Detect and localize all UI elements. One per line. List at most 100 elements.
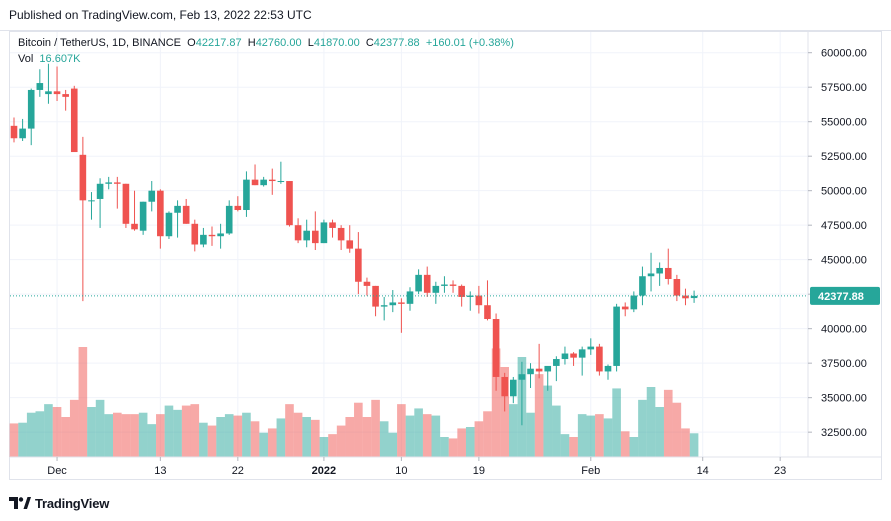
close-value: 42377.88: [373, 37, 420, 49]
volume-bars: [9, 347, 699, 457]
volume-bar: [328, 434, 337, 457]
candle-body: [372, 285, 379, 307]
candle-body: [656, 267, 663, 274]
volume-bar: [612, 388, 621, 457]
volume-bar: [130, 414, 139, 457]
candle-body: [312, 230, 319, 244]
y-tick-label: 37500.00: [821, 358, 867, 370]
volume-bar: [681, 428, 690, 457]
volume-bar: [87, 407, 96, 457]
volume-bar: [414, 408, 423, 457]
volume-bar: [207, 425, 217, 457]
candle-body: [217, 233, 224, 237]
footer: TradingView: [9, 494, 109, 512]
volume-bar: [164, 405, 174, 457]
candle-body: [423, 274, 431, 293]
volume-bar: [388, 432, 398, 457]
candle-body: [139, 201, 147, 231]
candle-body: [122, 183, 130, 224]
candle-body: [664, 267, 672, 279]
volume-bar: [233, 415, 243, 457]
candle-body: [36, 83, 44, 90]
high-value: 42760.00: [255, 37, 302, 49]
volume-bar: [526, 412, 535, 457]
candle-body: [475, 295, 483, 306]
volume-bar: [285, 404, 294, 457]
volume-bar: [267, 428, 277, 457]
volume-bar: [18, 422, 27, 457]
candle-body: [174, 205, 181, 213]
time-axis[interactable]: Dec 13 22 2022 10 19 Feb 14 23: [47, 457, 786, 477]
volume-bar: [509, 404, 518, 457]
volume-bar: [465, 427, 475, 457]
candle-body: [389, 302, 397, 306]
y-tick-label: 35000.00: [821, 393, 867, 405]
candle-body: [690, 295, 698, 299]
volume-bar: [78, 347, 88, 457]
x-tick-label: Dec: [47, 465, 67, 477]
symbol-label[interactable]: Bitcoin / TetherUS, 1D, BINANCE: [18, 37, 182, 49]
y-tick-label: 32500.00: [821, 427, 867, 439]
volume-bar: [663, 389, 673, 457]
high-label: H: [247, 37, 256, 49]
volume-bar: [629, 437, 639, 457]
volume-label[interactable]: Vol: [18, 53, 34, 65]
volume-bar: [577, 414, 587, 457]
candle-body: [510, 379, 517, 397]
candle-body: [673, 278, 681, 296]
candle-body: [165, 212, 173, 237]
volume-bar: [9, 423, 19, 457]
volume-bar: [603, 418, 613, 457]
volume-bar: [689, 433, 699, 457]
candle-body: [380, 305, 388, 307]
volume-bar: [216, 417, 225, 457]
candle-body: [415, 274, 422, 292]
x-tick-label: 13: [154, 465, 166, 477]
volume-bar: [147, 424, 157, 457]
candle-body: [260, 179, 267, 186]
candles: [10, 63, 698, 426]
candle-body: [346, 240, 354, 249]
volume-bar: [199, 422, 208, 457]
volume-bar: [345, 417, 355, 457]
candle-body: [27, 89, 35, 129]
volume-bar: [26, 412, 36, 457]
low-value: 41870.00: [313, 37, 360, 49]
volume-bar: [405, 415, 415, 457]
last-price-value: 42377.88: [818, 291, 864, 303]
candle-body: [604, 365, 612, 372]
candle-body: [225, 205, 233, 234]
candle-body: [406, 291, 414, 304]
candle-body: [449, 284, 457, 286]
x-tick-label: Feb: [581, 465, 600, 477]
candle-body: [62, 94, 69, 97]
tradingview-logo-icon: [9, 497, 31, 509]
volume-bar: [422, 414, 432, 457]
volume-bar: [379, 421, 389, 457]
volume-bar: [52, 407, 62, 457]
candle-body: [191, 223, 199, 245]
volume-bar: [569, 437, 578, 457]
volume-bar: [138, 412, 148, 457]
volume-bar: [448, 438, 458, 457]
volume-bar: [156, 414, 165, 457]
tradingview-brand[interactable]: TradingView: [35, 495, 110, 511]
candle-body: [682, 295, 689, 299]
close-label: C: [365, 37, 374, 49]
volume-bar: [552, 405, 561, 457]
volume-bar: [121, 414, 131, 457]
x-tick-label: 19: [473, 465, 485, 477]
candle-body: [148, 190, 156, 202]
candle-body: [234, 205, 242, 211]
volume-bar: [113, 412, 122, 457]
y-tick-label: 47500.00: [821, 220, 867, 232]
volume-value: 16.607K: [39, 53, 81, 65]
volume-bar: [242, 412, 251, 457]
chart-frame[interactable]: [9, 31, 882, 480]
candle-body: [518, 374, 526, 380]
volume-bar: [104, 414, 113, 457]
price-axis[interactable]: 60000.00 57500.00 55000.00 52500.00 50000.00…: [808, 48, 867, 439]
candle-body: [303, 230, 310, 241]
x-tick-label: 22: [232, 465, 244, 477]
